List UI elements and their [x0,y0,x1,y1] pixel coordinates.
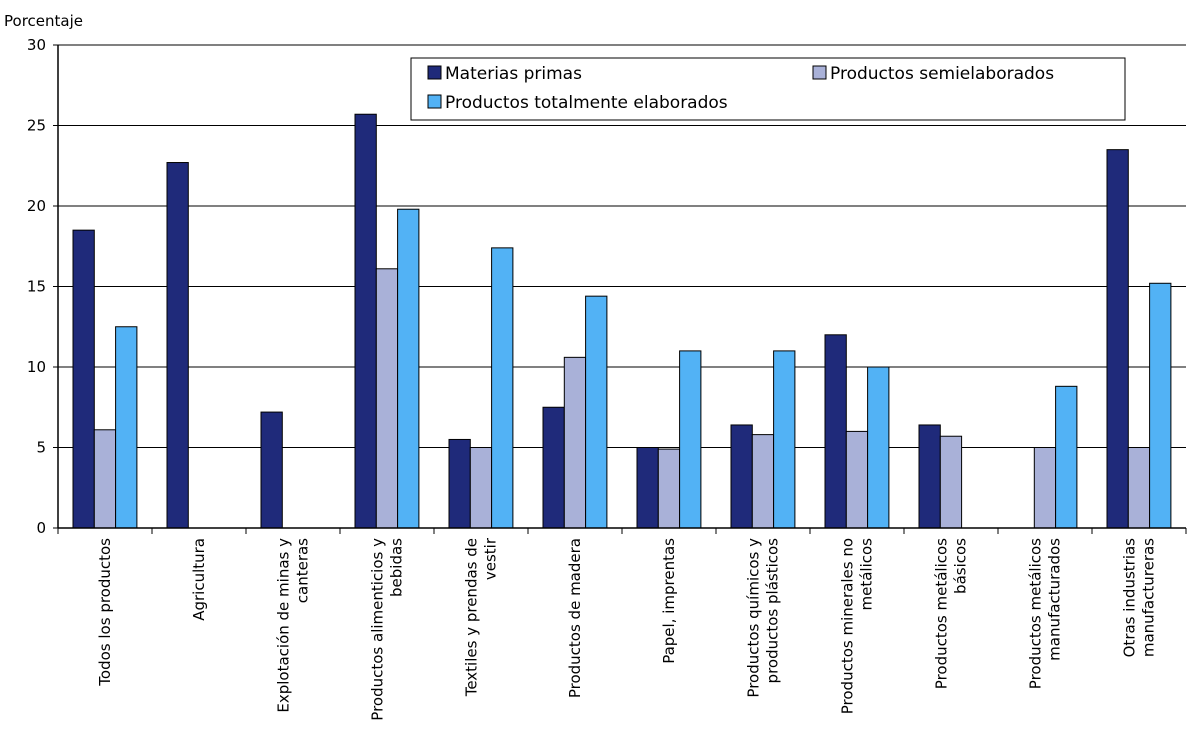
bar-1-3 [260,411,283,529]
x-category-label-line: Todos los productos [96,538,114,687]
y-tick-label: 5 [36,439,46,457]
x-category-label: Todos los productos [96,538,114,687]
legend-label: Materias primas [445,64,582,84]
legend-box [410,57,1126,121]
x-category-label: Papel, imprentas [660,538,678,664]
bar-2-9 [845,430,869,529]
bar-2-1 [93,429,117,529]
bar-3-4 [397,208,420,529]
bar-1-2 [166,162,189,529]
bar-2-10 [939,435,963,529]
x-category-label: Agricultura [190,538,208,621]
bar-2-4 [375,268,399,529]
bar-1-1 [72,229,95,529]
x-category-label-line: Productos metálicos [1027,538,1045,689]
x-category-label: Productos químicos y productos plásticos [745,538,782,698]
bar-2-11 [1033,447,1057,529]
bar-3-6 [585,295,608,529]
x-category-label-line: Textiles y prendas de [463,538,481,697]
y-tick-label: 30 [27,36,46,54]
x-category-label-line: Otras industrias [1121,538,1139,658]
x-category-label-line: vestir [482,537,500,580]
y-tick-label: 10 [27,358,46,376]
y-tick-label: 15 [27,278,46,296]
x-category-label-line: Productos metálicos [933,538,951,689]
bar-2-6 [563,356,587,529]
bar-3-11 [1055,385,1078,529]
bar-1-8 [730,424,753,529]
bar-3-1 [115,326,138,529]
legend: Materias primas Productos semielaborados P… [410,57,1126,121]
legend-swatch [427,94,442,109]
x-category-label-line: bebidas [388,538,406,597]
x-category-label: Explotación de minas y canteras [275,538,312,713]
x-category-label: Otras industrias manufactureras [1121,538,1158,658]
bar-2-8 [751,434,775,529]
bar-2-7 [657,448,681,529]
y-axis-label: Porcentaje [4,12,83,30]
x-category-label-line: manufacturados [1046,538,1064,661]
legend-label: Productos semielaborados [830,64,1054,84]
bar-3-8 [773,350,796,529]
x-category-label-line: Productos de madera [566,538,584,698]
legend-swatch [812,65,827,80]
x-category-label-line: Papel, imprentas [660,538,678,664]
bar-1-9 [824,334,847,529]
x-category-label-line: Productos químicos y [745,538,763,698]
x-category-label: Textiles y prendas de vestir [463,537,500,697]
bar-1-7 [636,447,659,529]
x-category-label-line: Explotación de minas y [275,538,293,713]
x-category-label-line: manufactureras [1140,538,1158,657]
x-category-label-line: productos plásticos [764,538,782,684]
y-tick-label: 0 [36,519,46,537]
bar-3-5 [491,247,514,529]
x-category-label-line: Productos minerales no [839,538,857,714]
x-category-label: Productos metálicos manufacturados [1027,538,1064,689]
x-category-label: Productos minerales no metálicos [839,538,876,714]
x-category-label-line: Productos alimenticios y [369,538,387,721]
bar-2-5 [469,447,493,529]
bar-3-12 [1149,282,1172,529]
bar-1-5 [448,438,471,529]
y-tick-label: 20 [27,197,46,215]
x-category-label-line: metálicos [858,538,876,611]
y-tick-label: 25 [27,117,46,135]
x-category-label: Productos de madera [566,538,584,698]
bar-1-6 [542,406,565,529]
x-category-label: Productos metálicos básicos [933,538,970,689]
x-category-label-line: canteras [294,538,312,603]
bar-3-9 [867,366,890,529]
bar-3-7 [679,350,702,529]
bar-1-10 [918,424,941,529]
bar-1-4 [354,113,377,529]
x-category-label-line: Agricultura [190,538,208,621]
bar-1-12 [1106,149,1129,529]
x-category-label-line: básicos [952,538,970,594]
legend-swatch [427,65,442,80]
x-category-label: Productos alimenticios y bebidas [369,538,406,721]
bar-2-12 [1127,447,1151,529]
legend-label: Productos totalmente elaborados [445,93,728,113]
